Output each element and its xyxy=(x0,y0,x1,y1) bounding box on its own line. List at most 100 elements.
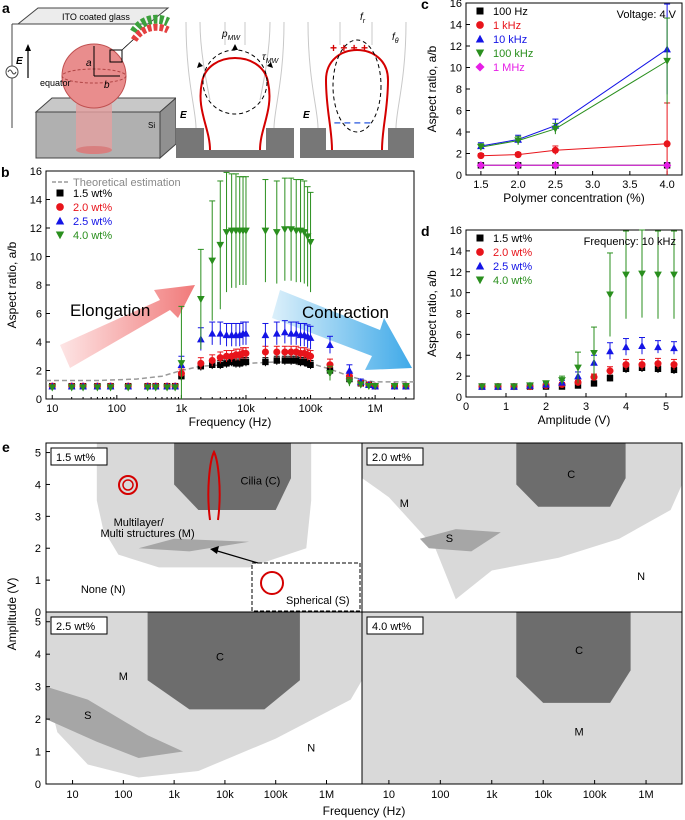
series-0 xyxy=(49,355,410,390)
data-point xyxy=(663,140,671,148)
chart-c: c 0 2 4 6 8 10 12 14 16 1.5 2.0 2.5 3.0 3.5 4.0 Polymer … xyxy=(421,0,683,205)
subplot-title-box xyxy=(50,616,108,635)
x-tick-label: 10 xyxy=(66,789,78,801)
legend-marker xyxy=(476,234,484,242)
x-tick-label: 0 xyxy=(463,401,469,413)
spherical-pointer-head xyxy=(210,546,219,554)
x-tick-label: 10k xyxy=(237,403,255,415)
data-point xyxy=(208,329,217,337)
data-point xyxy=(670,361,678,369)
positive-charges: + + + + xyxy=(330,41,368,55)
y-tick-label: 2 xyxy=(35,714,41,726)
data-point xyxy=(287,357,295,364)
data-point xyxy=(514,151,522,159)
data-point xyxy=(526,382,534,390)
legend-label: 10 kHz xyxy=(493,34,527,46)
y-tick-label: 6 xyxy=(36,309,42,321)
y-tick-label: 0 xyxy=(456,170,462,182)
y-tick-label: 16 xyxy=(30,166,42,178)
membrane-layer-red xyxy=(130,23,170,42)
x-tick-label: 1k xyxy=(486,789,498,801)
label-m: M xyxy=(400,498,409,510)
data-point xyxy=(551,125,560,133)
subplot-title-box xyxy=(50,447,108,466)
legend-marker xyxy=(56,203,64,211)
y-tick-label: 8 xyxy=(456,84,462,96)
panel-letter-e: e xyxy=(2,439,10,455)
data-point xyxy=(242,227,250,235)
data-point xyxy=(654,271,662,279)
y-tick-label: 4 xyxy=(35,649,41,661)
legend-label: 2.5 wt% xyxy=(493,261,532,273)
data-point xyxy=(638,270,646,278)
multilayer-icon-inner xyxy=(122,479,134,491)
data-point xyxy=(242,329,250,337)
data-point xyxy=(281,328,289,336)
data-point xyxy=(326,341,334,349)
y-tick-label: 4 xyxy=(35,479,41,491)
panel-letter-a: a xyxy=(2,0,10,16)
y-tick-label: 0 xyxy=(35,779,41,791)
subplot-title: 2.5 wt% xyxy=(56,621,95,633)
legend-label: 1.5 wt% xyxy=(73,188,112,200)
data-point xyxy=(216,329,225,337)
data-point xyxy=(281,357,289,364)
y-tick-label: 12 xyxy=(450,267,462,279)
chart-b: b 0 2 4 6 8 10 12 14 16 10 100 1k 10k 100k 1M Frequency … xyxy=(1,164,415,429)
y-axis-label: Aspect ratio, a/b xyxy=(425,270,439,357)
data-point xyxy=(281,348,289,356)
legend-marker xyxy=(476,7,484,15)
x-tick-label: 1k xyxy=(168,789,180,801)
x-tick-label: 1M xyxy=(367,403,382,415)
series-1 xyxy=(48,345,410,390)
data-point xyxy=(236,360,243,367)
subplot-title-box xyxy=(366,447,424,466)
substrate-2 xyxy=(176,128,294,158)
legend-label: 100 kHz xyxy=(493,48,533,60)
legend-theory-label: Theoretical estimation xyxy=(73,177,181,189)
zoom-line xyxy=(121,37,136,51)
data-point xyxy=(622,361,630,369)
data-point xyxy=(197,359,205,367)
data-point xyxy=(326,370,334,378)
data-point xyxy=(67,384,76,392)
region-s xyxy=(138,538,250,552)
series-1 xyxy=(477,102,671,175)
y-tick-label: 0 xyxy=(35,607,41,619)
x-tick-label: 1M xyxy=(319,789,334,801)
data-point xyxy=(242,349,250,357)
data-point xyxy=(590,349,598,358)
data-point xyxy=(477,143,485,151)
y-tick-label: 10 xyxy=(450,288,462,300)
data-point xyxy=(514,137,522,145)
data-point xyxy=(510,383,518,391)
series-line xyxy=(480,143,668,157)
label-s: S xyxy=(84,710,91,722)
data-point xyxy=(301,358,308,366)
data-point xyxy=(606,291,614,299)
data-point xyxy=(287,348,295,356)
x-tick-label: 4 xyxy=(623,401,629,413)
y-tick-label: 12 xyxy=(450,41,462,53)
x-axis-label: Frequency (Hz) xyxy=(323,804,406,818)
x-tick-label: 3.5 xyxy=(622,179,637,191)
x-tick-label: 3 xyxy=(583,401,589,413)
y-tick-label: 2 xyxy=(456,149,462,161)
y-tick-label: 3 xyxy=(35,511,41,523)
x-tick-label: 1 xyxy=(503,401,509,413)
legend-label: 1.5 wt% xyxy=(493,233,532,245)
x-axis-label: Amplitude (V) xyxy=(538,413,611,427)
data-point xyxy=(272,229,281,237)
elongation-arrow xyxy=(60,285,195,368)
data-point xyxy=(663,57,671,65)
substrate-3 xyxy=(300,128,414,158)
region-s xyxy=(46,686,184,758)
field-lines-3 xyxy=(307,21,407,129)
x-tick-label: 2 xyxy=(543,401,549,413)
y-tick-label: 10 xyxy=(450,63,462,75)
x-tick-label: 2.0 xyxy=(510,179,525,191)
x-tick-label: 1M xyxy=(638,789,653,801)
x-tick-label: 10k xyxy=(534,789,552,801)
data-point xyxy=(551,146,559,154)
